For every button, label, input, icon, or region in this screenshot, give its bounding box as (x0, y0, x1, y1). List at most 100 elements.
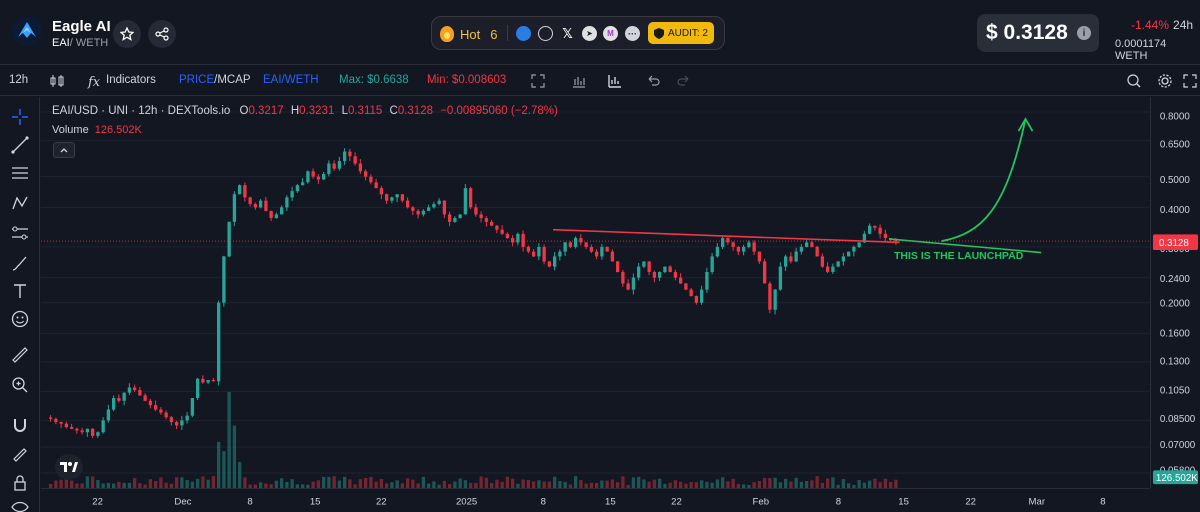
candle (742, 244, 746, 256)
candle (469, 186, 473, 210)
volume-bar (799, 481, 804, 488)
candle-body (663, 266, 667, 273)
lock-tool[interactable] (10, 473, 30, 493)
volume-bar (432, 481, 436, 488)
visibility-tool[interactable] (10, 497, 30, 512)
tradingview-logo[interactable] (55, 454, 83, 480)
candle-body (337, 161, 342, 169)
time-axis[interactable]: 22 Dec 8 15 22 2025 8 15 22 Feb 8 15 22 Mar 8 (41, 488, 1150, 512)
candle-body (610, 251, 615, 262)
candle-body (395, 194, 399, 198)
screenshot-icon[interactable] (1126, 73, 1142, 89)
candle (379, 185, 384, 200)
candle (505, 232, 510, 239)
candles-icon[interactable] (49, 73, 65, 89)
info-icon[interactable]: i (1077, 26, 1091, 40)
volume-bar (201, 476, 205, 488)
settings-icon[interactable] (1157, 73, 1173, 89)
share-button[interactable] (148, 20, 176, 48)
telegram-icon[interactable]: ➤ (582, 26, 597, 41)
volume-bar (301, 484, 305, 488)
candle-body (794, 251, 798, 262)
candle-body (652, 272, 657, 278)
resistance-trendline (552, 228, 900, 244)
pattern-tool[interactable] (10, 193, 30, 213)
magnet-tool[interactable] (10, 415, 30, 435)
indicators-icon[interactable]: fx (86, 73, 102, 89)
volume-bar (437, 484, 441, 488)
candle (726, 237, 730, 245)
ruler-tool[interactable] (10, 345, 30, 365)
expand-icon[interactable] (1182, 73, 1198, 89)
candle-body (91, 428, 95, 436)
candle-body (159, 409, 163, 413)
volume-bar (710, 482, 714, 488)
candle (54, 417, 58, 425)
draw-mode-tool[interactable] (10, 443, 30, 463)
more-icon[interactable]: ··· (625, 26, 640, 41)
price-axis[interactable]: 0.80000.65000.50000.40000.30000.24000.20… (1150, 97, 1200, 488)
hot-badge[interactable]: Hot 6 (440, 24, 497, 44)
candle-body (873, 225, 877, 228)
emoji-tool[interactable] (10, 309, 30, 329)
text-tool[interactable] (10, 281, 30, 301)
candle-body (238, 185, 242, 195)
globe-icon[interactable] (538, 26, 553, 41)
volume-bar (274, 480, 279, 488)
candle (243, 182, 247, 202)
prediction-tool[interactable] (10, 223, 30, 243)
volume-bar (547, 481, 552, 488)
undo-icon[interactable] (645, 73, 661, 89)
candle-body (248, 197, 252, 204)
volume-bar (106, 482, 111, 488)
candle-body (421, 210, 426, 215)
trendline-icon (11, 136, 29, 154)
volume-bar (406, 478, 410, 488)
volume-bar (558, 481, 562, 488)
crosshair-tool[interactable] (10, 107, 30, 127)
candle (201, 375, 205, 384)
candle-body (605, 246, 609, 252)
trendline-tool[interactable] (10, 135, 30, 155)
candle (495, 225, 499, 234)
redo-icon[interactable] (676, 73, 692, 89)
candle (222, 255, 226, 307)
candle-body (290, 191, 294, 198)
candle-body (894, 240, 898, 242)
candle (133, 384, 137, 392)
candle-body (516, 233, 520, 243)
x-icon[interactable]: 𝕏 (562, 25, 573, 41)
compare-icon[interactable] (571, 73, 587, 89)
high-value: 0.3231 (299, 105, 335, 117)
favorite-button[interactable] (113, 20, 141, 48)
text-icon (14, 284, 26, 298)
time-tick-label: 2025 (456, 496, 477, 507)
volume-bar (526, 479, 531, 488)
candle-body (122, 392, 126, 401)
price-chart[interactable]: THIS IS THE LAUNCHPAD (41, 97, 1150, 488)
chart-type-icon[interactable] (607, 73, 623, 89)
price-mcap-toggle[interactable]: PRICE/MCAP (179, 74, 251, 86)
audit-badge[interactable]: AUDIT: 2 (648, 22, 714, 44)
volume-bar (789, 481, 793, 488)
fib-tool[interactable] (10, 163, 30, 183)
candle (668, 265, 672, 273)
coinmarket-icon[interactable]: M (603, 26, 618, 41)
indicators-button[interactable]: Indicators (106, 74, 156, 86)
fullscreen-icon[interactable] (530, 73, 546, 89)
candle-body (269, 210, 273, 219)
candle (311, 168, 315, 179)
brush-icon (12, 256, 27, 271)
brush-tool[interactable] (10, 253, 30, 273)
pair-toggle[interactable]: EAI/WETH (263, 74, 319, 86)
collapse-legend-button[interactable] (53, 142, 75, 158)
candle-body (190, 398, 195, 416)
candle-body (784, 256, 788, 267)
volume-bar (868, 480, 872, 488)
zoom-tool[interactable] (10, 375, 30, 395)
interval-selector[interactable]: 12h (9, 74, 29, 86)
candle (337, 156, 342, 171)
dex-icon[interactable] (516, 26, 531, 41)
volume-bar (894, 479, 898, 488)
candle-body (432, 203, 436, 208)
